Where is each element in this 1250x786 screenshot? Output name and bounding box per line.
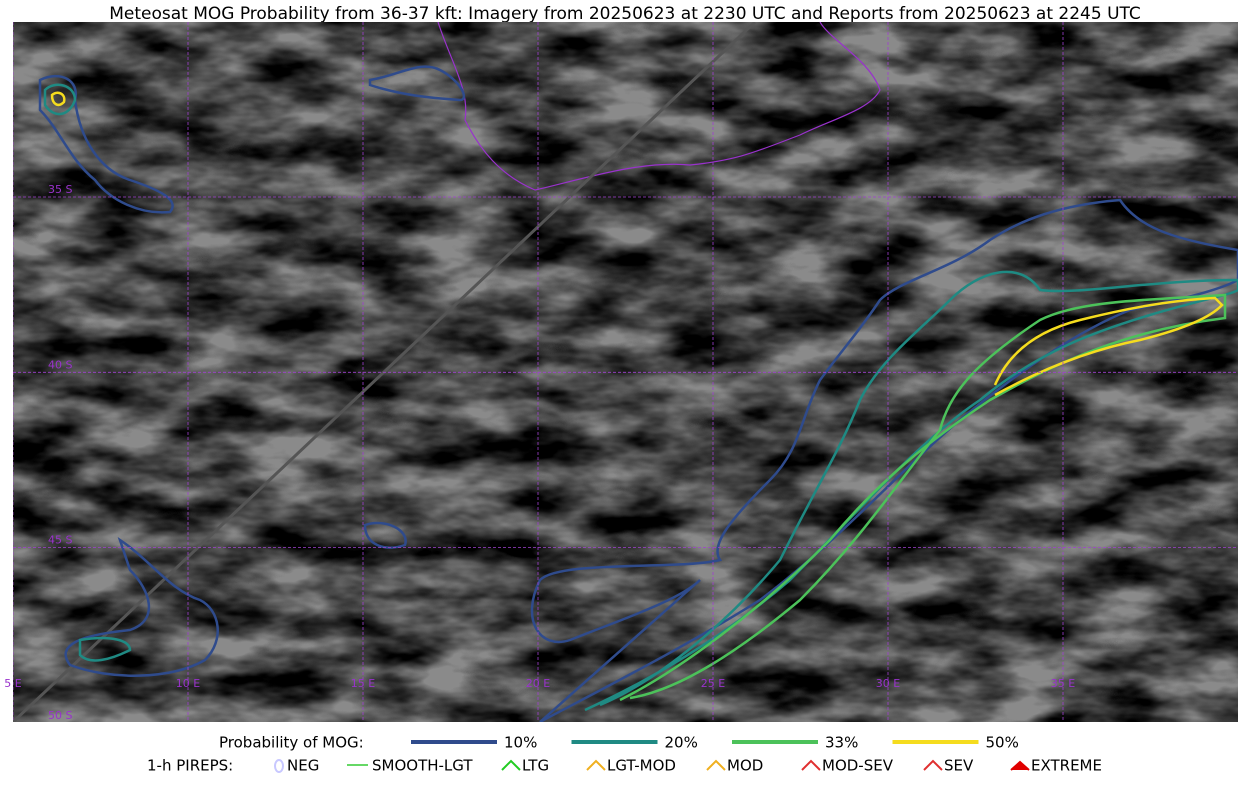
pirep-label: NEG	[287, 757, 319, 775]
lon-label: 35 E	[1051, 677, 1075, 690]
legend-title: Probability of MOG:	[219, 734, 364, 752]
lat-label: 45 S	[48, 534, 72, 547]
lon-label: 10 E	[176, 677, 200, 690]
legend-title: 1-h PIREPS:	[147, 757, 233, 775]
pirep-label: LTG	[522, 757, 549, 775]
graticule-labels: 35 S 40 S 45 S 50 S 5 E 10 E 15 E 20 E 25 E 30 E 3…	[4, 183, 1075, 722]
lon-label: 5 E	[4, 677, 21, 690]
legend-label: 10%	[504, 734, 537, 752]
lat-label: 40 S	[48, 358, 72, 371]
coastline	[437, 22, 881, 191]
title: Meteosat MOG Probability from 36-37 kft:…	[109, 4, 1141, 24]
pirep-label: EXTREME	[1031, 757, 1102, 775]
lon-label: 25 E	[701, 677, 725, 690]
legend-label: 20%	[665, 734, 698, 752]
contours	[38, 65, 1238, 722]
lon-label: 20 E	[526, 677, 550, 690]
lat-label: 50 S	[48, 709, 72, 722]
pirep-label: MOD-SEV	[822, 757, 894, 775]
lon-label: 30 E	[876, 677, 900, 690]
lon-label: 15 E	[351, 677, 375, 690]
pirep-label: SEV	[944, 757, 974, 775]
pirep-icon	[923, 759, 943, 771]
pirep-label: LGT-MOD	[607, 757, 676, 775]
pirep-icon	[1010, 760, 1030, 771]
pirep-icon	[274, 759, 284, 773]
legend-label: 33%	[825, 734, 858, 752]
lat-label: 35 S	[48, 183, 72, 196]
pirep-icon	[801, 759, 821, 771]
map	[13, 22, 1238, 722]
legend: Probability of MOG: 10% 20% 33% 50% 1-h PIREP…	[147, 734, 1102, 775]
pirep-icon	[501, 759, 521, 771]
graticule	[13, 22, 1238, 722]
pirep-icon	[586, 759, 606, 771]
pirep-label: MOD	[727, 757, 763, 775]
pirep-icon	[706, 759, 726, 771]
pirep-label: SMOOTH-LGT	[372, 757, 473, 775]
legend-label: 50%	[986, 734, 1019, 752]
